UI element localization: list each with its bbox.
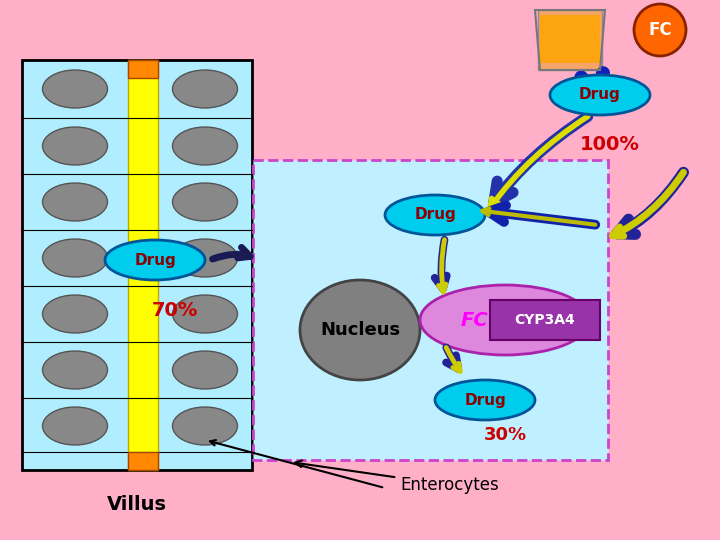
Text: 70%: 70%	[152, 300, 198, 320]
Ellipse shape	[634, 4, 686, 56]
Bar	[538, 10, 602, 70]
Ellipse shape	[173, 127, 238, 165]
Ellipse shape	[105, 240, 205, 280]
Ellipse shape	[173, 239, 238, 277]
Ellipse shape	[42, 127, 107, 165]
Ellipse shape	[173, 351, 238, 389]
Ellipse shape	[42, 70, 107, 108]
Bar	[22, 60, 252, 470]
Text: Drug: Drug	[414, 207, 456, 222]
Ellipse shape	[435, 380, 535, 420]
Bar	[540, 15, 600, 63]
Text: Drug: Drug	[134, 253, 176, 267]
Bar	[128, 452, 158, 470]
Ellipse shape	[173, 295, 238, 333]
Text: FC: FC	[460, 310, 488, 329]
Bar	[490, 300, 600, 340]
Ellipse shape	[42, 351, 107, 389]
Ellipse shape	[173, 183, 238, 221]
Text: 100%: 100%	[580, 136, 640, 154]
Ellipse shape	[550, 75, 650, 115]
Text: Drug: Drug	[464, 393, 506, 408]
Bar	[253, 160, 608, 460]
Text: 30%: 30%	[483, 426, 526, 444]
Text: FC: FC	[648, 21, 672, 39]
Text: CYP3A4: CYP3A4	[515, 313, 575, 327]
Ellipse shape	[385, 195, 485, 235]
Ellipse shape	[42, 295, 107, 333]
Bar	[128, 60, 158, 78]
Ellipse shape	[300, 280, 420, 380]
Bar	[128, 60, 158, 470]
Text: Enterocytes: Enterocytes	[295, 461, 499, 494]
Text: Nucleus: Nucleus	[320, 321, 400, 339]
Text: Drug: Drug	[579, 87, 621, 103]
Ellipse shape	[173, 407, 238, 445]
Text: Villus: Villus	[107, 496, 167, 515]
Ellipse shape	[42, 407, 107, 445]
Ellipse shape	[420, 285, 590, 355]
Ellipse shape	[42, 239, 107, 277]
Ellipse shape	[42, 183, 107, 221]
Ellipse shape	[173, 70, 238, 108]
